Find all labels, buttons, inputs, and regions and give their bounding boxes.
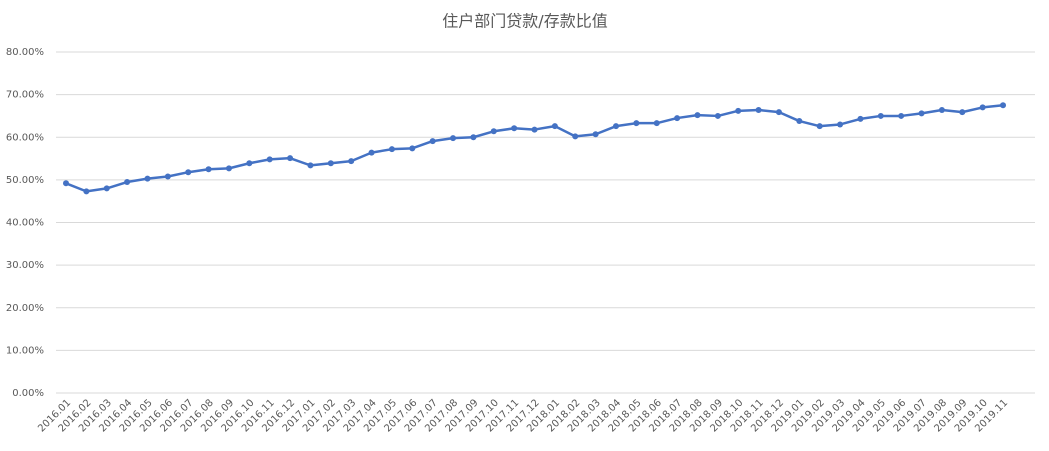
- point: [694, 112, 701, 119]
- point: [918, 110, 925, 117]
- point: [714, 112, 721, 119]
- point: [1000, 102, 1007, 109]
- point: [388, 146, 395, 153]
- point: [368, 149, 375, 156]
- point: [979, 104, 986, 111]
- y-tick-label: 20.00%: [6, 303, 44, 314]
- point: [551, 123, 558, 130]
- point: [653, 120, 660, 127]
- point: [796, 118, 803, 125]
- y-tick-label: 40.00%: [6, 218, 44, 229]
- point: [490, 128, 497, 135]
- point: [83, 188, 90, 195]
- y-tick-label: 30.00%: [6, 260, 44, 271]
- point: [266, 156, 273, 163]
- point: [225, 165, 232, 172]
- point: [592, 131, 599, 138]
- y-tick-label: 10.00%: [6, 345, 44, 356]
- point: [63, 180, 69, 187]
- point: [857, 115, 864, 122]
- point: [735, 107, 742, 114]
- point: [103, 185, 110, 192]
- point: [470, 134, 477, 141]
- y-tick-label: 50.00%: [6, 175, 44, 186]
- y-tick-label: 70.00%: [6, 90, 44, 101]
- point: [124, 179, 131, 186]
- point: [775, 109, 782, 116]
- chart-title: 住户部门贷款/存款比值: [442, 12, 607, 31]
- point: [816, 123, 823, 130]
- point: [348, 158, 355, 165]
- point: [938, 106, 945, 113]
- point: [837, 121, 844, 128]
- point: [755, 106, 762, 113]
- point: [511, 125, 518, 132]
- point: [205, 166, 212, 173]
- point: [531, 126, 538, 133]
- point: [450, 135, 457, 142]
- y-tick-label: 80.00%: [6, 47, 44, 58]
- point: [327, 160, 334, 167]
- point: [959, 109, 966, 116]
- point: [144, 175, 151, 182]
- point: [164, 173, 171, 180]
- point: [633, 120, 640, 127]
- point: [572, 133, 579, 140]
- y-tick-label: 60.00%: [6, 132, 44, 143]
- point: [877, 112, 884, 119]
- y-tick-label: 0.00%: [12, 388, 44, 399]
- point: [409, 145, 416, 152]
- point: [246, 160, 253, 167]
- point: [185, 169, 192, 176]
- point: [674, 115, 681, 122]
- point: [898, 112, 905, 119]
- point: [307, 162, 314, 169]
- point: [612, 123, 619, 130]
- point: [429, 138, 436, 145]
- point: [287, 155, 294, 162]
